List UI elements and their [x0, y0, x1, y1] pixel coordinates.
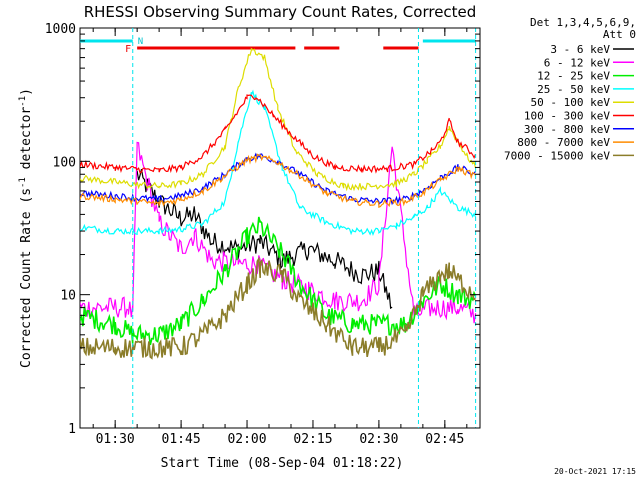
- legend-entry-label: 6 - 12 keV: [544, 56, 611, 69]
- y-label-main: Corrected Count Rate (s: [19, 188, 34, 368]
- legend-header-line1: Det 1,3,4,5,6,9,: [530, 16, 636, 29]
- series-layer: [80, 47, 477, 360]
- legend-entry-label: 800 - 7000 keV: [517, 136, 610, 149]
- legend-entry-label: 100 - 300 keV: [524, 110, 610, 123]
- y-tick-label: 10: [60, 289, 76, 304]
- x-tick-label: 02:45: [425, 432, 464, 447]
- y-label-end: ): [19, 88, 34, 96]
- series-line: [136, 168, 393, 310]
- x-tick-label: 02:00: [227, 432, 266, 447]
- axes: 01:30 01:45 02:00 02:15 02:30 02:45 1 10 100 1000: [45, 22, 480, 447]
- legend-entry-label: 50 - 100 keV: [531, 96, 611, 109]
- plot-frame: [79, 27, 481, 429]
- legend-header-line2: Att 0: [603, 28, 636, 41]
- x-tick-label: 01:45: [162, 432, 201, 447]
- legend-entry-label: 3 - 6 keV: [550, 43, 610, 56]
- x-axis-label: Start Time (08-Sep-04 01:18:22): [161, 456, 404, 471]
- x-tick-label: 01:30: [96, 432, 135, 447]
- footer-timestamp: 20-Oct-2021 17:15: [554, 467, 636, 476]
- status-flags: NF: [80, 37, 476, 55]
- y-label-sup1: -1: [18, 177, 28, 188]
- series-line: [80, 89, 477, 236]
- eclipse-flag-label: N: [138, 37, 143, 47]
- legend-entry-label: 300 - 800 keV: [524, 123, 610, 136]
- legend-entry-label: 25 - 50 keV: [537, 83, 610, 96]
- series-line: [80, 256, 476, 360]
- flare-flag-label: F: [125, 44, 131, 55]
- chart-title: RHESSI Observing Summary Count Rates, Co…: [84, 3, 477, 21]
- x-tick-label: 02:30: [359, 432, 398, 447]
- y-tick-label: 1000: [45, 22, 76, 37]
- y-label-mid: detector: [19, 107, 34, 178]
- legend-entry-label: 7000 - 15000 keV: [504, 149, 610, 162]
- y-label-sup2: -1: [18, 96, 28, 107]
- y-axis-label: Corrected Count Rate (s-1 detector-1): [18, 88, 34, 368]
- series-line: [80, 141, 477, 324]
- series-line: [80, 94, 477, 174]
- legend-entry-label: 12 - 25 keV: [537, 70, 610, 83]
- series-line: [80, 153, 477, 208]
- x-tick-label: 02:15: [293, 432, 332, 447]
- y-tick-label: 100: [53, 155, 76, 170]
- series-line: [80, 216, 477, 346]
- y-tick-label: 1: [68, 422, 76, 437]
- series-line: [80, 47, 477, 192]
- vertical-markers: [132, 28, 477, 428]
